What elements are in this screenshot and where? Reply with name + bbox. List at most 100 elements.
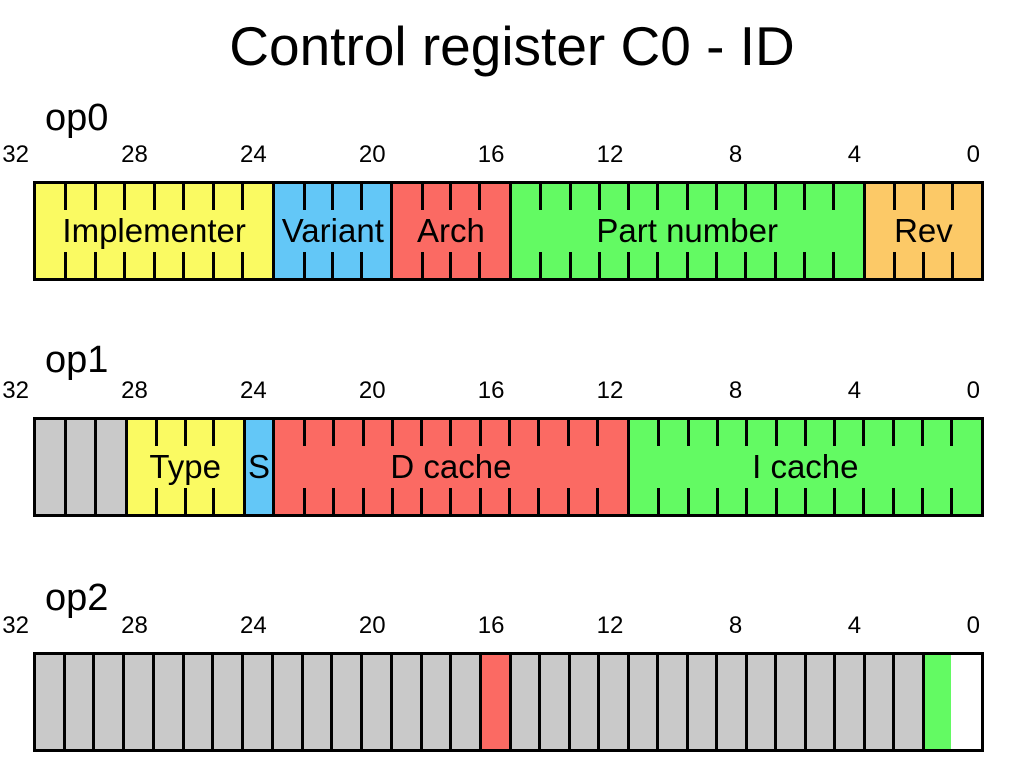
bit-cell [866,184,895,278]
bit-cell [331,184,362,278]
bit-cell [390,420,421,514]
bit-cell [151,655,182,749]
ruler-tick-label: 28 [121,141,148,168]
ruler-tick-label: 32 [2,612,29,639]
bit-cell [64,184,96,278]
ruler-tick-label: 24 [240,141,267,168]
ruler-tick-label: 0 [966,141,980,168]
bit-cell [950,184,981,278]
bit-cell [123,184,155,278]
register-op0-bar: Implementer Variant Arch Part number Rev [33,181,984,281]
bit-cell [803,420,834,514]
ruler-tick-label: 0 [966,612,980,639]
ruler-tick-label: 32 [2,141,29,168]
bit-cell [303,420,334,514]
field-i-cache: I cache [626,420,981,514]
ruler-op2: 32 28 24 20 16 12 8 4 0 [2,604,984,640]
bit-cell [211,184,243,278]
bit-cell [862,655,893,749]
bit-cell [950,420,981,514]
bit-cell [275,184,304,278]
bit-cell [507,420,539,514]
bit-cell [538,655,568,749]
bit-cell [420,420,451,514]
bit-cell [656,184,687,278]
bit-cell [330,655,360,749]
bit-cell [122,655,152,749]
bit-cell [537,420,568,514]
bit-cell [925,655,952,749]
bit-cell [774,655,804,749]
bit-cell [94,420,125,514]
register-op1-bar: Type S D cache I cache [33,417,984,517]
bit-cell [803,655,834,749]
ruler-tick-label: 4 [847,612,862,639]
field-rev: Rev [862,184,981,278]
bit-cell [595,420,626,514]
bit-cell [270,655,301,749]
bit-cell [714,184,745,278]
bit-cell [627,184,658,278]
field-implementer: Implementer [36,184,273,278]
bit-cell [449,184,480,278]
bit-cell [393,184,422,278]
ruler-tick-label: 0 [966,377,980,404]
bit-cell [539,184,570,278]
ruler-tick-label: 20 [358,612,386,639]
bit-cell [773,184,804,278]
bit-cell [92,655,122,749]
ruler-tick-label: 8 [728,141,743,168]
bit-cell [182,184,214,278]
bit-cell [921,184,952,278]
ruler-tick-label: 8 [728,377,743,404]
ruler-op1: 32 28 24 20 16 12 8 4 0 [2,369,984,405]
bit-cell [449,420,480,514]
bit-cell [482,655,509,749]
ruler-tick-label: 12 [596,141,624,168]
bit-cell [183,420,214,514]
field-d-cache: D cache [272,420,627,514]
bit-cell [360,655,390,749]
bit-cell [657,420,688,514]
ruler-tick-label: 16 [477,141,505,168]
bit-cell [360,184,391,278]
bit-cell [36,420,64,514]
ruler-op0: 32 28 24 20 16 12 8 4 0 [2,133,984,169]
bit-cell [566,420,597,514]
field-unused-bits [921,655,952,749]
bit-cell [36,655,63,749]
bit-cell [920,420,951,514]
register-op2-label: op2 [45,577,109,619]
ruler-tick-label: 4 [847,377,862,404]
bit-cell [389,655,420,749]
ruler-tick-label: 16 [477,612,505,639]
field-unused-bits [36,420,125,514]
field-unused-bits [36,655,479,749]
ruler-tick-label: 12 [596,612,624,639]
bit-cell [512,184,541,278]
bit-cell [128,420,157,514]
field-unused-bits [478,655,509,749]
bit-cell [154,420,185,514]
bit-cell [181,655,212,749]
register-op2-bar [33,652,984,752]
ruler-tick-label: 32 [2,377,29,404]
page-title: Control register C0 - ID [229,15,795,77]
bit-cell [478,184,509,278]
bit-cell [686,420,717,514]
register-op0-label: op0 [45,97,109,139]
bit-cell [36,184,66,278]
bit-cell [93,184,125,278]
bit-cell [744,655,775,749]
bit-cell [512,655,539,749]
bit-cell [715,655,745,749]
bit-cell [832,184,863,278]
bit-cell [893,184,924,278]
ruler-tick-label: 12 [596,377,624,404]
bit-cell [478,420,509,514]
ruler-tick-label: 8 [728,612,743,639]
bit-cell [802,184,833,278]
bit-cell [152,184,184,278]
ruler-tick-label: 24 [240,377,267,404]
ruler-tick-label: 20 [358,141,386,168]
